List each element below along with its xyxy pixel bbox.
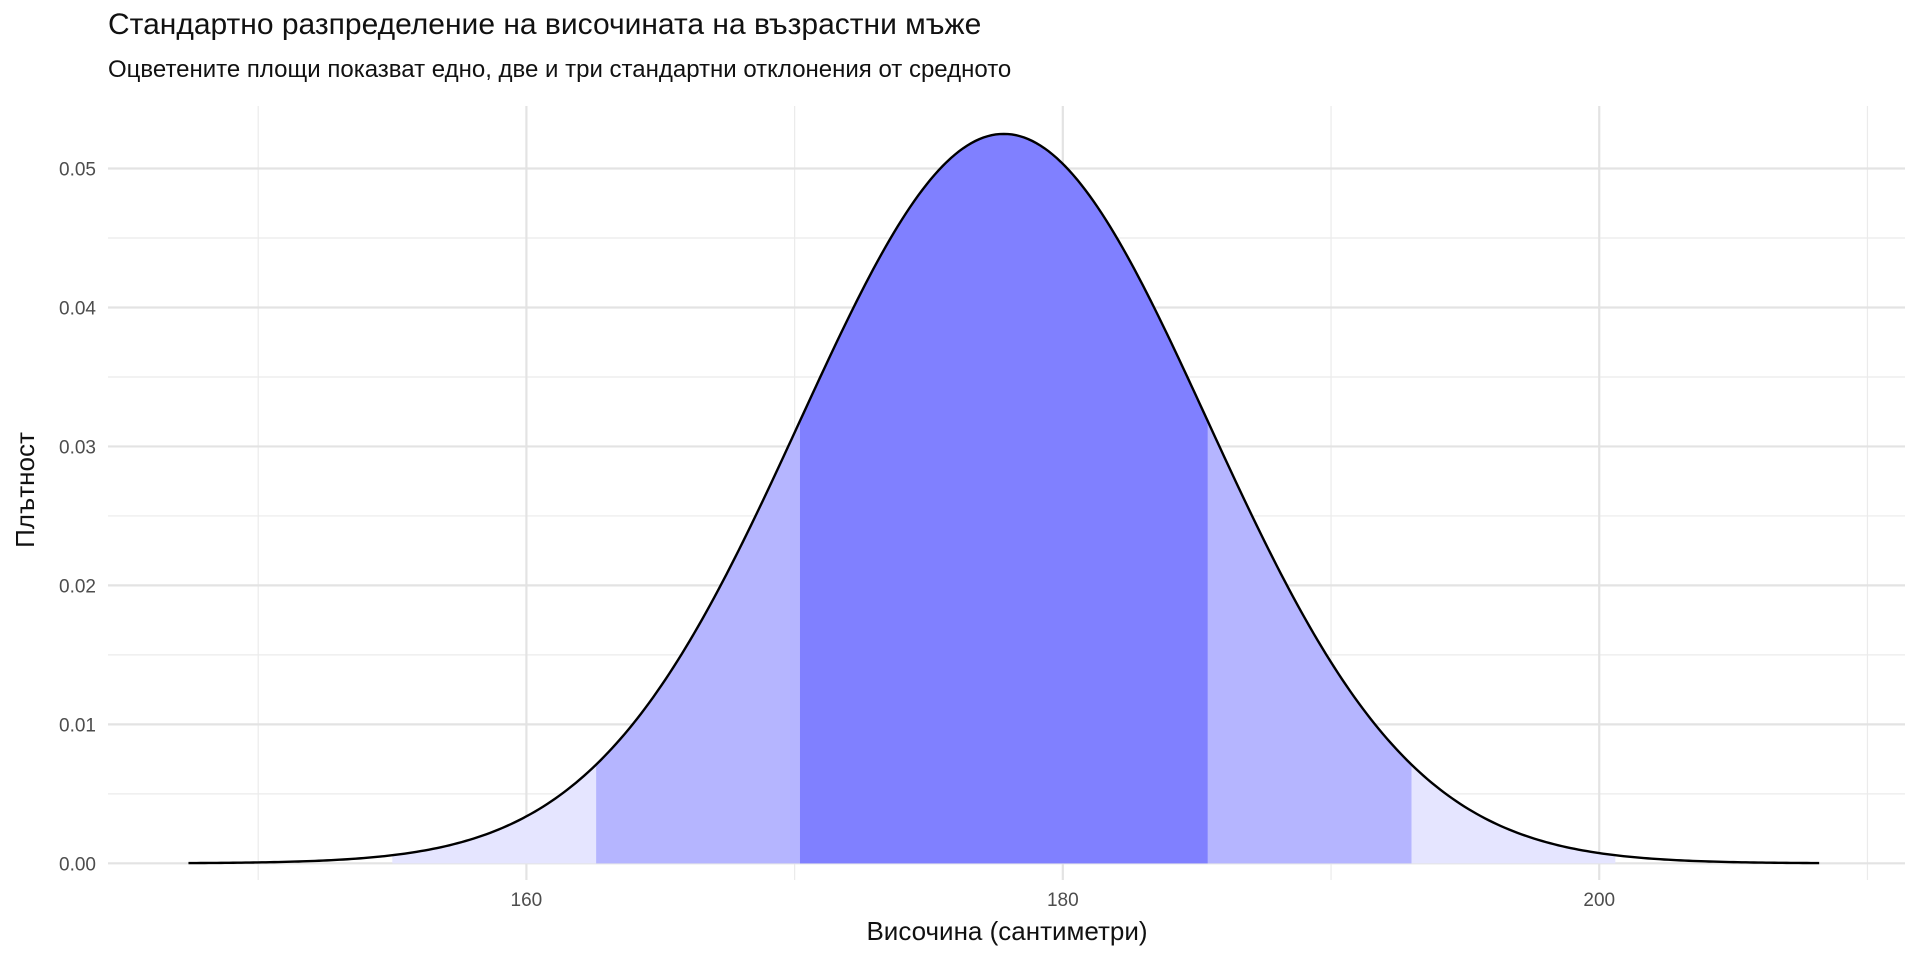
y-tick-label: 0.05 — [59, 160, 96, 181]
sd-bands — [392, 133, 1616, 864]
y-tick-label: 0.01 — [59, 715, 96, 736]
y-tick-label: 0.04 — [59, 298, 96, 319]
y-axis-label: Плътност — [10, 432, 40, 548]
x-tick-label: 160 — [511, 890, 543, 911]
chart-title: Стандартно разпределение на височината н… — [108, 8, 982, 41]
y-tick-label: 0.03 — [59, 437, 96, 458]
density-curve-group — [188, 132, 1820, 865]
x-tick-label: 200 — [1583, 890, 1615, 911]
density-curve — [188, 132, 1820, 865]
y-tick-labels: 0.00 0.01 0.02 0.03 0.04 0.05 — [59, 160, 96, 876]
chart-subtitle: Оцветените площи показват едно, две и тр… — [108, 56, 1012, 83]
y-tick-label: 0.00 — [59, 854, 96, 875]
y-tick-label: 0.02 — [59, 576, 96, 597]
x-axis-label: Височина (сантиметри) — [866, 916, 1147, 946]
x-tick-label: 180 — [1047, 890, 1079, 911]
x-tick-labels: 160 180 200 — [511, 890, 1616, 911]
sd-band-1 — [799, 133, 1208, 864]
